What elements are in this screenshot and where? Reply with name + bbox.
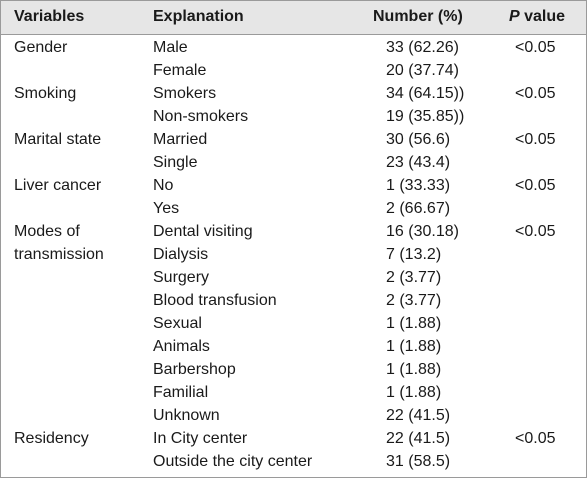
cell-explanation: Dental visiting (153, 223, 253, 240)
cell-p-value: <0.05 (515, 85, 556, 102)
header-p-value: P value (509, 8, 565, 26)
cell-variable: Residency (14, 430, 89, 447)
cell-number: 30 (56.6) (386, 131, 451, 148)
header-p-rest: value (519, 8, 566, 25)
table-row: Familial 1 (1.88) (1, 381, 586, 404)
cell-explanation: Single (153, 154, 198, 171)
header-explanation: Explanation (153, 8, 244, 25)
table-row: Modes of Dental visiting 16 (30.18) <0.05 (1, 220, 586, 243)
cell-p-value: <0.05 (515, 131, 556, 148)
cell-explanation: Female (153, 62, 207, 79)
cell-variable: Gender (14, 39, 68, 56)
cell-number: 1 (1.88) (386, 361, 442, 378)
cell-explanation: Male (153, 39, 188, 56)
cell-p-value: <0.05 (515, 39, 556, 56)
cell-number: 2 (3.77) (386, 292, 442, 309)
cell-number: 19 (35.85)) (386, 108, 465, 125)
cell-number: 7 (13.2) (386, 246, 442, 263)
cell-variable: transmission (14, 246, 104, 263)
cell-explanation: Sexual (153, 315, 202, 332)
cell-explanation: Familial (153, 384, 209, 401)
table-row: Gender Male 33 (62.26) <0.05 (1, 36, 586, 59)
table-row: Sexual 1 (1.88) (1, 312, 586, 335)
cell-explanation: Outside the city center (153, 453, 313, 470)
cell-number: 34 (64.15)) (386, 85, 465, 102)
cell-explanation: Non-smokers (153, 108, 249, 125)
table-row: Blood transfusion 2 (3.77) (1, 289, 586, 312)
cell-explanation: No (153, 177, 174, 194)
cell-explanation: Barbershop (153, 361, 236, 378)
cell-variable: Modes of (14, 223, 80, 240)
table-row: Residency In City center 22 (41.5) <0.05 (1, 427, 586, 450)
cell-number: 23 (43.4) (386, 154, 451, 171)
table-row: Animals 1 (1.88) (1, 335, 586, 358)
cell-number: 33 (62.26) (386, 39, 459, 56)
cell-number: 1 (1.88) (386, 338, 442, 355)
table-header: Variables Explanation Number (%) P value (1, 1, 586, 35)
table-row: Marital state Married 30 (56.6) <0.05 (1, 128, 586, 151)
table-row: Unknown 22 (41.5) (1, 404, 586, 427)
table-row: Yes 2 (66.67) (1, 197, 586, 220)
table-row: Smoking Smokers 34 (64.15)) <0.05 (1, 82, 586, 105)
cell-number: 22 (41.5) (386, 430, 451, 447)
cell-variable: Marital state (14, 131, 102, 148)
cell-number: 20 (37.74) (386, 62, 459, 79)
cell-number: 16 (30.18) (386, 223, 459, 240)
table-row: Female 20 (37.74) (1, 59, 586, 82)
cell-p-value: <0.05 (515, 177, 556, 194)
cell-number: 31 (58.5) (386, 453, 451, 470)
header-number: Number (%) (373, 8, 463, 25)
cell-explanation: Yes (153, 200, 180, 217)
header-p-italic: P (509, 8, 520, 25)
cell-p-value: <0.05 (515, 223, 556, 240)
cell-number: 1 (33.33) (386, 177, 451, 194)
cell-explanation: Animals (153, 338, 210, 355)
cell-variable: Smoking (14, 85, 77, 102)
cell-number: 22 (41.5) (386, 407, 451, 424)
cell-variable: Liver cancer (14, 177, 102, 194)
cell-explanation: Unknown (153, 407, 220, 424)
cell-explanation: Married (153, 131, 208, 148)
cell-explanation: Dialysis (153, 246, 209, 263)
cell-number: 2 (3.77) (386, 269, 442, 286)
table-row: Outside the city center 31 (58.5) (1, 450, 586, 473)
cell-p-value: <0.05 (515, 430, 556, 447)
cell-number: 1 (1.88) (386, 384, 442, 401)
table-row: Single 23 (43.4) (1, 151, 586, 174)
table-row: Barbershop 1 (1.88) (1, 358, 586, 381)
table-row: Non-smokers 19 (35.85)) (1, 105, 586, 128)
cell-explanation: In City center (153, 430, 248, 447)
table-row: transmission Dialysis 7 (13.2) (1, 243, 586, 266)
header-variables: Variables (14, 8, 85, 25)
cell-number: 1 (1.88) (386, 315, 442, 332)
table-row: Liver cancer No 1 (33.33) <0.05 (1, 174, 586, 197)
cell-explanation: Surgery (153, 269, 210, 286)
cell-explanation: Smokers (153, 85, 217, 102)
cell-explanation: Blood transfusion (153, 292, 277, 309)
table-row: Surgery 2 (3.77) (1, 266, 586, 289)
cell-number: 2 (66.67) (386, 200, 451, 217)
